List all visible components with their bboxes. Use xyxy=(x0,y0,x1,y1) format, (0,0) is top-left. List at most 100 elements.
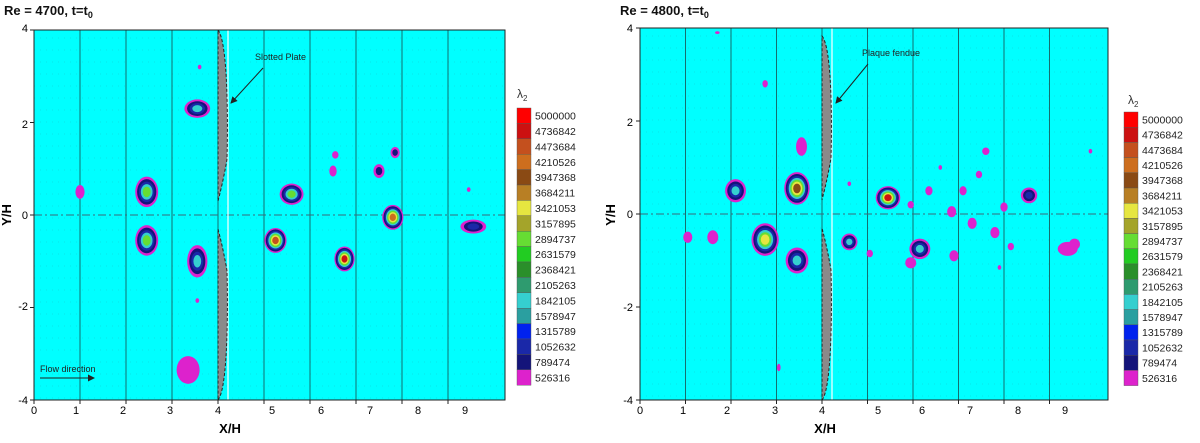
vortex-contour-level xyxy=(949,250,959,262)
vortex-contour-level xyxy=(1007,242,1015,251)
plate-annotation-arrow xyxy=(835,63,869,104)
legend-value-label: 2368421 xyxy=(1142,266,1183,278)
vortex-contour-level xyxy=(715,31,720,35)
vortex xyxy=(982,147,990,155)
ytick-label: 0 xyxy=(627,209,633,221)
vortex xyxy=(279,183,304,205)
legend-value-label: 2631579 xyxy=(1142,251,1183,263)
ytick-label: 4 xyxy=(22,23,28,35)
vortex xyxy=(75,184,85,199)
vortex-contour-level xyxy=(1000,202,1008,212)
xtick-label: 3 xyxy=(167,405,173,417)
vortex xyxy=(796,137,807,156)
vortex xyxy=(997,265,1002,270)
legend-swatch xyxy=(516,230,532,247)
legend-value-label: 1315789 xyxy=(535,326,576,338)
ytick-label: -4 xyxy=(18,395,28,407)
vortex xyxy=(264,227,287,253)
vortex-contour-level xyxy=(341,255,348,263)
legend-swatch xyxy=(516,153,532,170)
legend-title: λ2 xyxy=(1128,93,1139,109)
vortex xyxy=(785,247,809,274)
legend-value-label: 789474 xyxy=(535,357,570,369)
vortex-contour-level xyxy=(389,213,396,222)
legend-swatch xyxy=(516,200,532,216)
legend-value-label: 3421053 xyxy=(1142,206,1183,218)
legend-value-label: 1578947 xyxy=(1142,312,1183,324)
vortex-contour-level xyxy=(332,151,339,159)
legend-swatch xyxy=(516,107,532,124)
vortex-contour-level xyxy=(762,80,768,88)
legend-swatch xyxy=(1123,202,1139,219)
xtick-label: 9 xyxy=(462,405,468,417)
legend-swatch xyxy=(1123,248,1139,265)
legend-value-label: 2368421 xyxy=(535,265,576,277)
legend-value-label: 1842105 xyxy=(1142,297,1183,309)
legend-value-label: 3157895 xyxy=(1142,221,1183,233)
plate-lower-half xyxy=(821,227,832,402)
legend-swatch xyxy=(516,215,532,232)
vortex-contour-level xyxy=(959,186,967,196)
vortex xyxy=(135,176,159,208)
vortex-contour-level xyxy=(760,234,770,245)
legend-value-label: 1578947 xyxy=(535,311,576,323)
legend-value-label: 1842105 xyxy=(535,295,576,307)
xtick-label: 8 xyxy=(1015,405,1021,417)
vortex-contour-level xyxy=(707,230,719,245)
vortex xyxy=(907,200,914,209)
ytick-label: -2 xyxy=(18,301,28,313)
vortex-contour-level xyxy=(192,105,203,113)
vortex-contour-level xyxy=(195,298,200,303)
legend-value-label: 789474 xyxy=(1142,358,1177,370)
vortex xyxy=(751,223,779,256)
legend-swatch xyxy=(516,354,532,370)
legend-swatch xyxy=(1123,370,1139,386)
x-axis-label: X/H xyxy=(814,421,836,436)
vortex xyxy=(725,179,747,203)
vortex xyxy=(329,165,337,177)
legend-value-label: 526316 xyxy=(535,372,570,384)
legend-value-label: 4736842 xyxy=(1142,130,1183,142)
vortex-contour-level xyxy=(846,238,853,246)
left-contour-plot: Re = 4700, t=t0 4 2 0 -2 -4 0 1 2 3 4 5 … xyxy=(0,3,576,436)
vortex-contour-level xyxy=(1088,148,1093,154)
vortex-contour-level xyxy=(142,186,151,198)
legend-value-label: 1052632 xyxy=(535,342,576,354)
legend-value-label: 3421053 xyxy=(535,203,576,215)
legend-value-label: 4473684 xyxy=(1142,145,1183,157)
plate-annotation-arrow xyxy=(230,67,264,104)
legend-swatch xyxy=(516,292,532,309)
legend-swatch xyxy=(1123,309,1139,326)
plate-upper-half xyxy=(217,28,228,202)
vortex xyxy=(373,164,385,178)
legend-value-label: 2894737 xyxy=(535,234,576,246)
vortex-contour-level xyxy=(925,186,933,196)
y-axis-label: Y/H xyxy=(603,204,618,226)
xtick-label: 4 xyxy=(215,405,221,417)
vortex xyxy=(683,231,693,243)
vortex xyxy=(947,206,957,218)
ytick-label: 2 xyxy=(627,117,633,129)
xtick-label: 8 xyxy=(415,405,421,417)
legend-swatch xyxy=(1123,355,1139,371)
vortex xyxy=(959,186,967,196)
legend-value-label: 4210526 xyxy=(1142,160,1183,172)
plate-annotation: Slotted Plate xyxy=(255,52,306,62)
xtick-label: 1 xyxy=(73,405,79,417)
vortex xyxy=(909,238,931,260)
vortex-contour-level xyxy=(197,64,202,70)
vortex xyxy=(707,230,719,245)
y-axis-label: Y/H xyxy=(0,204,14,226)
legend-swatch xyxy=(516,138,532,155)
vortex xyxy=(184,99,211,118)
color-legend: 5000000 4736842 4473684 4210526 3947368 36842… xyxy=(1123,111,1183,386)
vortex xyxy=(847,181,852,187)
vortex-contour-level xyxy=(982,147,990,155)
right-contour-plot: Re = 4800, t=t0 4 2 0 -2 -4 0 1 2 3 4 5 … xyxy=(603,3,1183,436)
vortex xyxy=(135,225,159,256)
legend-swatch xyxy=(516,246,532,263)
legend-swatch xyxy=(1123,279,1139,295)
legend-swatch xyxy=(516,369,532,386)
xtick-label: 5 xyxy=(875,405,881,417)
legend-swatch xyxy=(516,323,532,340)
